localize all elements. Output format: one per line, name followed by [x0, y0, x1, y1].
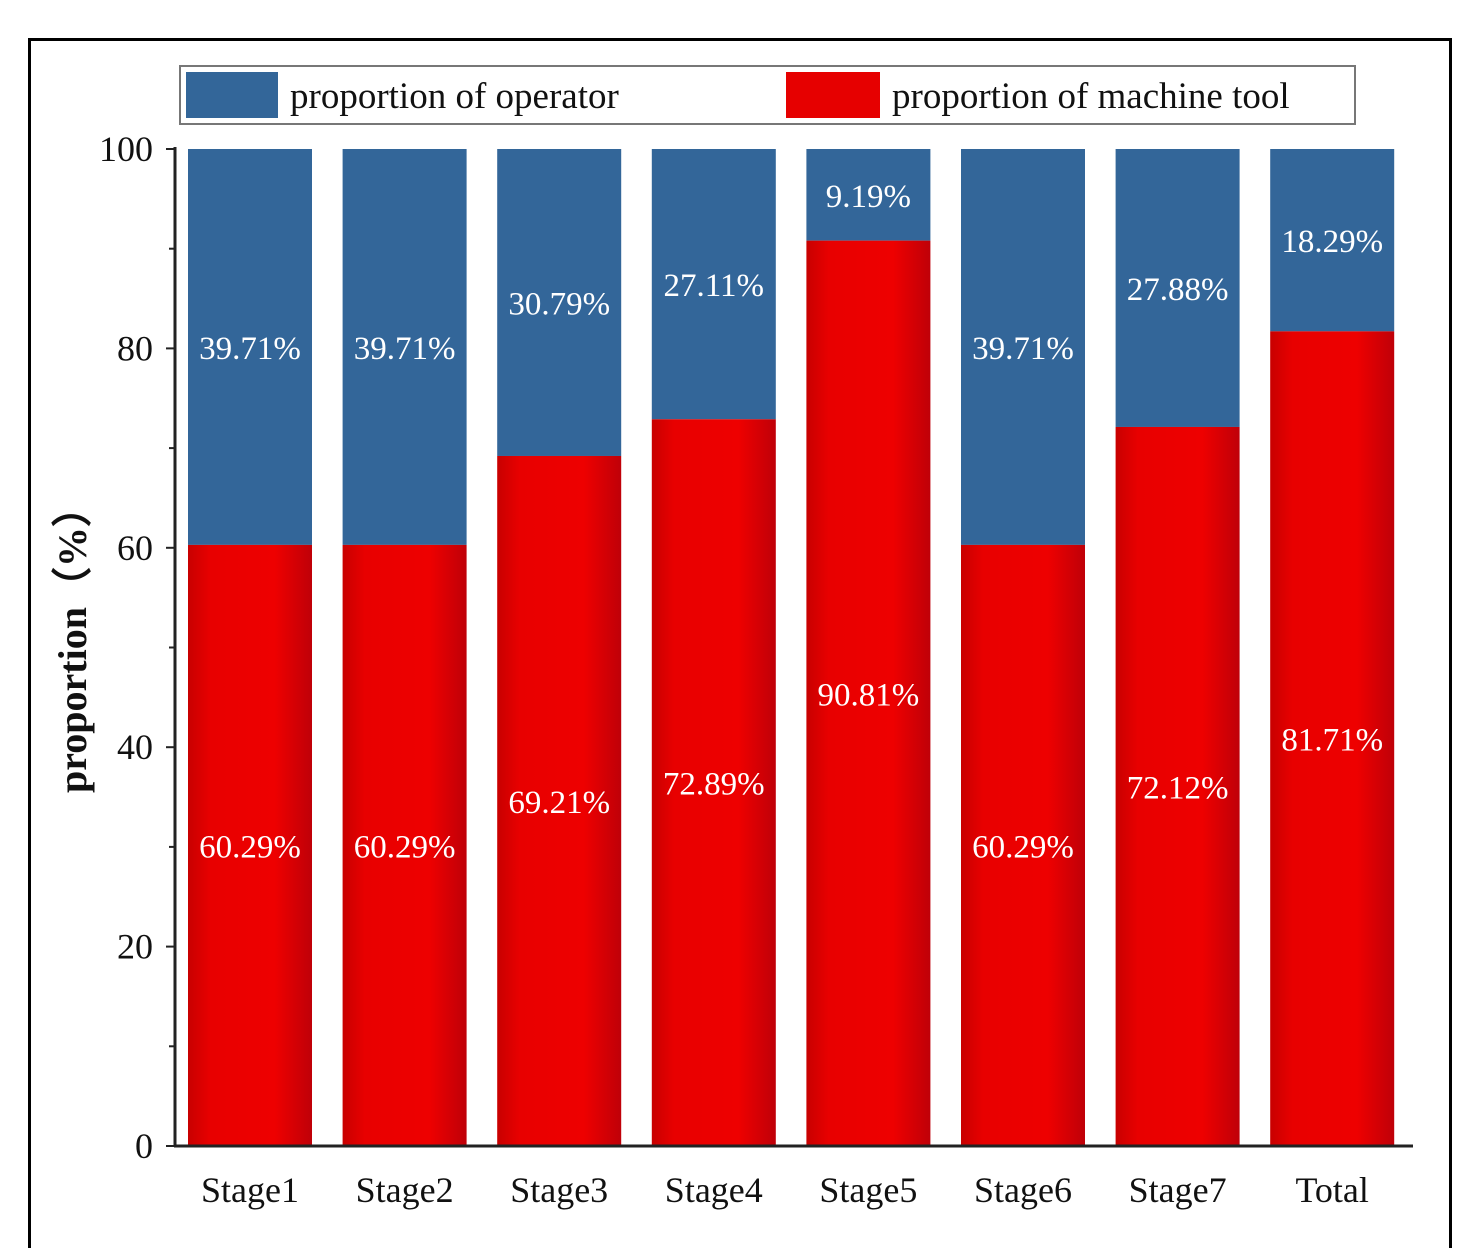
bar-label-machine-tool-stage5: 90.81%: [818, 677, 920, 713]
bar-machine-tool-stage6: [961, 544, 1085, 1146]
x-tick-label-stage4: Stage4: [665, 1170, 763, 1210]
x-tick-label-stage1: Stage1: [201, 1170, 299, 1210]
bar-operator-stage4: [651, 149, 776, 420]
bar-label-machine-tool-stage2: 60.29%: [354, 829, 456, 865]
chart-frame: [28, 38, 1452, 1248]
x-tick-label-stage5: Stage5: [819, 1170, 917, 1210]
legend-swatch-machine-tool: [786, 72, 880, 118]
bar-machine-tool-stage4: [651, 419, 776, 1146]
bar-label-machine-tool-stage4: 72.89%: [663, 767, 765, 803]
bar-label-machine-tool-stage3: 69.21%: [508, 785, 610, 821]
y-tick-label-60: 60: [117, 528, 153, 568]
bar-label-operator-stage1: 39.71%: [199, 331, 301, 367]
bar-machine-tool-stage1: [188, 544, 312, 1146]
legend-swatch-operator: [186, 72, 278, 118]
bar-operator-stage2: [342, 149, 467, 545]
y-tick-label-0: 0: [135, 1126, 153, 1166]
bar-operator-stage3: [497, 149, 622, 456]
bar-machine-tool-stage2: [342, 544, 467, 1146]
legend: proportion of operator proportion of mac…: [179, 65, 1356, 125]
bar-operator-stage5: [806, 149, 931, 241]
bar-machine-tool-stage7: [1115, 426, 1240, 1146]
y-tick-label-80: 80: [117, 328, 153, 368]
bar-label-operator-stage7: 27.88%: [1127, 272, 1229, 308]
legend-label-operator: proportion of operator: [290, 76, 619, 117]
bar-label-machine-tool-total: 81.71%: [1281, 723, 1383, 759]
bar-machine-tool-stage5: [806, 240, 931, 1147]
bar-label-operator-stage5: 9.19%: [826, 179, 911, 215]
bar-label-operator-total: 18.29%: [1281, 224, 1383, 260]
bar-label-operator-stage4: 27.11%: [664, 268, 765, 304]
bar-machine-tool-total: [1270, 331, 1395, 1146]
bars-group: 60.29% 39.71% 60.29% 39.71% 69.21% 30.79% 72.8…: [188, 149, 1395, 1147]
y-tick-label-100: 100: [99, 129, 153, 169]
y-tick-label-20: 20: [117, 927, 153, 967]
bar-operator-stage1: [188, 149, 312, 545]
bar-label-operator-stage2: 39.71%: [354, 331, 456, 367]
bar-label-operator-stage6: 39.71%: [972, 331, 1074, 367]
x-tick-label-stage3: Stage3: [510, 1170, 608, 1210]
bar-operator-stage6: [961, 149, 1085, 545]
x-tick-label-stage6: Stage6: [974, 1170, 1072, 1210]
x-tick-label-stage7: Stage7: [1129, 1170, 1227, 1210]
bar-label-machine-tool-stage7: 72.12%: [1127, 770, 1229, 806]
y-tick-label-40: 40: [117, 727, 153, 767]
bar-machine-tool-stage3: [497, 455, 622, 1146]
x-tick-label-total: Total: [1295, 1170, 1368, 1210]
legend-label-machine-tool: proportion of machine tool: [892, 76, 1290, 117]
legend-box: [179, 65, 1356, 125]
bar-label-machine-tool-stage6: 60.29%: [972, 829, 1074, 865]
bar-label-machine-tool-stage1: 60.29%: [199, 829, 301, 865]
bar-operator-stage7: [1115, 149, 1240, 427]
y-axis-label: proportion（%）: [50, 487, 95, 793]
x-tick-label-stage2: Stage2: [356, 1170, 454, 1210]
bar-label-operator-stage3: 30.79%: [508, 286, 610, 322]
bar-operator-total: [1270, 149, 1395, 332]
axes-group: Stage1 Stage2 Stage3 Stage4 Stage5 Stage6 Stag…: [99, 129, 1413, 1210]
